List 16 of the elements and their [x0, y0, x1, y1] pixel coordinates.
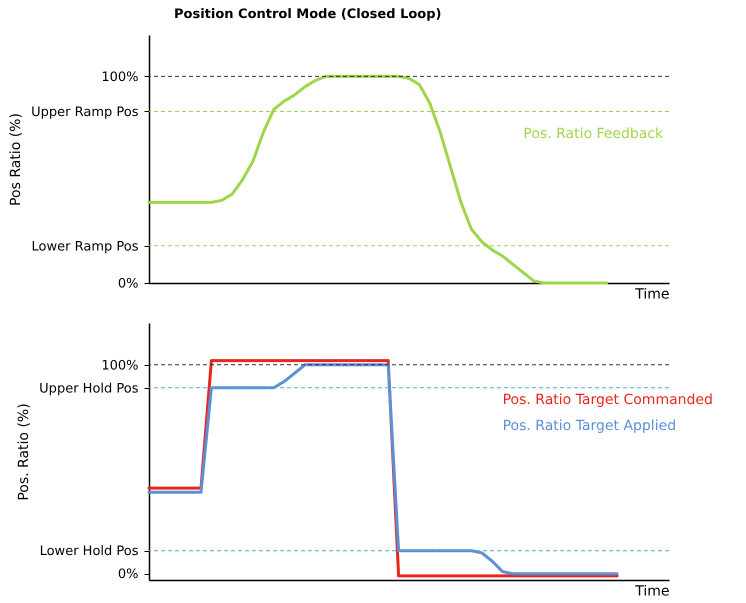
y-tick-label: Lower Ramp Pos	[32, 239, 139, 254]
y-tick-label: 0%	[118, 276, 138, 292]
y-tick-label: 0%	[118, 567, 138, 582]
text: Pos. Ratio Target Commanded	[502, 392, 713, 408]
y-axis-title: Pos. Ratio (%)	[16, 403, 32, 501]
y-tick-label: Upper Hold Pos	[39, 381, 139, 396]
y-axis-title: Pos Ratio (%)	[8, 113, 24, 206]
x-axis-title: Time	[634, 286, 670, 302]
y-tick-label: 100%	[101, 70, 138, 85]
y-tick-label: 100%	[101, 358, 138, 374]
y-tick-label: Upper Ramp Pos	[31, 104, 139, 120]
text: Pos. Ratio Feedback	[523, 126, 664, 142]
text: Pos. Ratio Target Applied	[502, 418, 676, 434]
y-tick-label: Lower Hold Pos	[40, 544, 139, 560]
x-axis-title: Time	[634, 584, 670, 600]
chart-title: Position Control Mode (Closed Loop)	[174, 7, 442, 22]
